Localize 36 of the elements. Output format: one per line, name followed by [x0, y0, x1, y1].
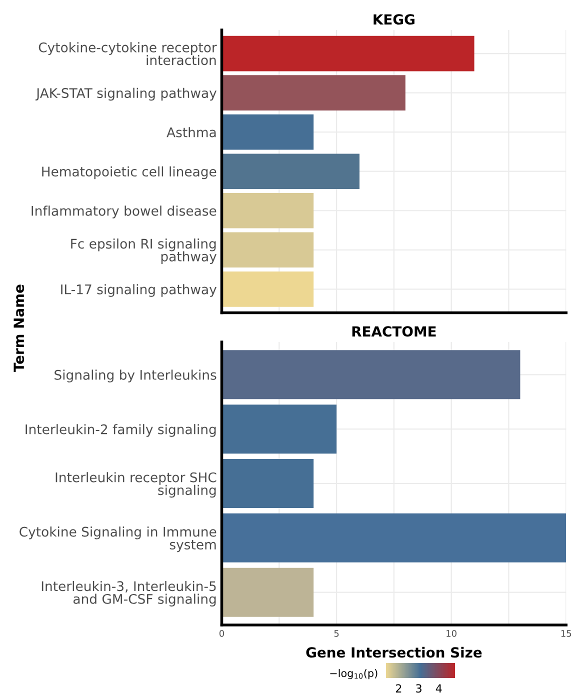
- y-tick-label: Interleukin-3, Interleukin-5 and GM-CSF signaling: [42, 580, 216, 606]
- y-tick-label: Hematopoietic cell lineage: [42, 166, 216, 180]
- color-bar-title: −log$_{10}$(p): [330, 669, 378, 680]
- bar: [222, 513, 566, 562]
- y-tick-label: JAK-STAT signaling pathway: [36, 88, 216, 101]
- bar: [222, 192, 314, 228]
- chart-title: KEGG: [374, 14, 414, 25]
- x-axis-title: Gene Intersection Size: [306, 646, 482, 658]
- bar: [222, 350, 520, 400]
- color-bar-label: 3: [416, 684, 422, 693]
- y-tick-label: Signaling by Interleukins: [54, 370, 216, 382]
- y-tick-label: Asthma: [166, 127, 216, 138]
- y-tick-label: Inflammatory bowel disease: [32, 206, 216, 218]
- bar: [222, 154, 360, 190]
- x-tick-label: 15: [561, 630, 572, 637]
- bar: [222, 271, 314, 307]
- bar: [222, 75, 406, 110]
- y-tick-label: Cytokine-cytokine receptor interaction: [38, 42, 217, 66]
- color-bar-label: 4: [436, 684, 442, 692]
- y-tick-label: IL-17 signaling pathway: [61, 284, 216, 297]
- bar: [222, 114, 314, 150]
- bar: [222, 459, 314, 508]
- bar: [222, 404, 337, 454]
- x-tick-label: 10: [446, 630, 456, 637]
- color-bar-label: 2: [396, 684, 402, 692]
- bar: [222, 36, 474, 72]
- x-tick-label: 5: [334, 630, 339, 637]
- y-axis-title: Term Name: [14, 284, 24, 372]
- y-tick-label: Interleukin receptor SHC signaling: [56, 472, 216, 498]
- chart-title: REACTOME: [352, 326, 436, 337]
- y-tick-label: Cytokine Signaling in Immune system: [20, 526, 216, 552]
- y-tick-label: Interleukin-2 family signaling: [26, 424, 216, 437]
- y-tick-label: Fc epsilon RI signaling pathway: [71, 238, 216, 264]
- x-tick-label: 0: [219, 630, 224, 637]
- bar: [222, 568, 314, 617]
- bar: [222, 232, 314, 268]
